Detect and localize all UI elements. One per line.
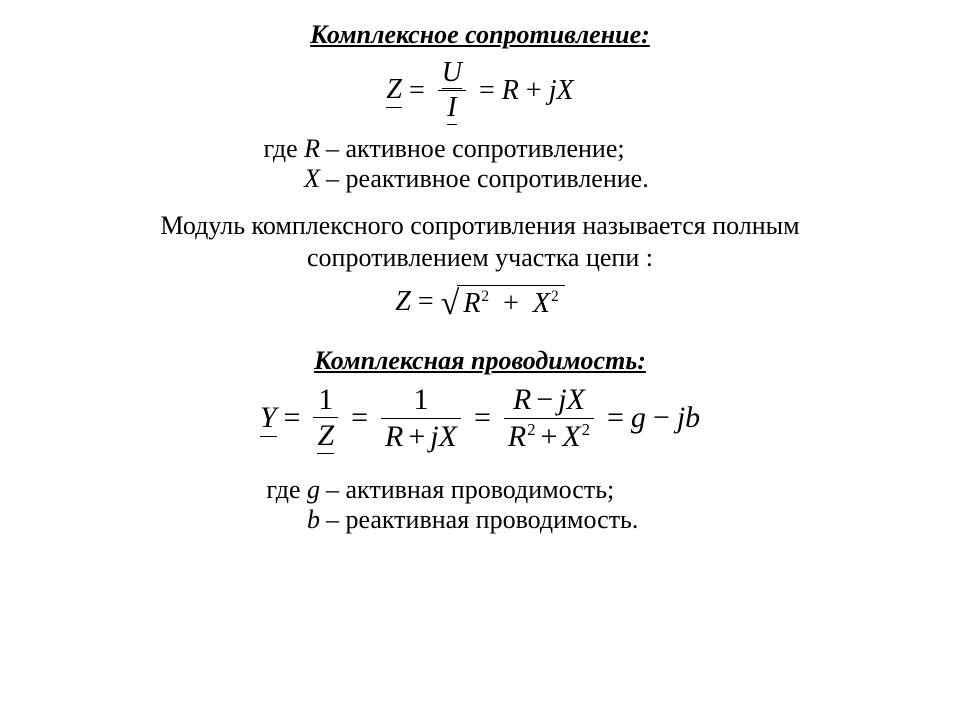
heading-impedance: Комплексное сопротивление:: [40, 20, 920, 50]
var-R2: R2: [463, 288, 489, 319]
fraction-1-over-Z: 1 Z: [313, 384, 338, 453]
where-var-b: b: [307, 505, 320, 534]
where-prefix-2: где: [266, 475, 307, 504]
var-Y-underlined: Y: [260, 401, 277, 436]
where-text-b: – реактивная проводимость.: [326, 505, 638, 535]
where-text-R: – активное сопротивление;: [326, 134, 625, 164]
where-admittance: где g – активная проводимость; b – реакт…: [40, 475, 920, 535]
where-text-g: – активная проводимость;: [326, 475, 614, 505]
var-jb: jb: [677, 401, 700, 435]
var-X: X: [556, 75, 573, 107]
fraction-1-over-RjX: 1 R+jX: [381, 384, 461, 452]
formula-admittance: Y = 1 Z = 1 R+jX = R−jX: [40, 384, 920, 453]
formula-modulus: Z = √ R2 + X2: [40, 285, 920, 320]
where-var-R: R: [304, 134, 320, 163]
document-page: Комплексное сопротивление: Z = U I = R +…: [0, 0, 960, 720]
fraction-RmjX-over-R2X2: R−jX R2+X2: [504, 384, 594, 452]
var-g: g: [631, 401, 646, 435]
modulus-line1: Модуль комплексного сопротивления называ…: [160, 211, 799, 240]
formula-impedance: Z = U I = R + jX: [40, 58, 920, 124]
modulus-description: Модуль комплексного сопротивления называ…: [40, 210, 920, 275]
var-Z-underlined: Z: [386, 74, 402, 107]
heading-admittance: Комплексная проводимость:: [40, 346, 920, 376]
where-var-X: X: [304, 164, 320, 193]
var-I-underlined: I: [447, 93, 456, 123]
where-impedance: где R – активное сопротивление; X – реак…: [40, 134, 920, 194]
var-Z-under-2: Z: [317, 420, 334, 453]
var-R: R: [502, 75, 519, 107]
sqrt-expression: √ R2 + X2: [441, 285, 565, 320]
where-prefix-1: где: [263, 134, 304, 163]
where-text-X: – реактивное сопротивление.: [326, 164, 649, 194]
where-var-g: g: [307, 475, 320, 504]
var-Z: Z: [395, 286, 411, 318]
fraction-U-over-I: U I: [438, 58, 466, 124]
var-X2: X2: [533, 288, 559, 319]
modulus-line2: сопротивлением участка цепи :: [307, 243, 653, 272]
var-U-underlined: U: [442, 58, 462, 88]
